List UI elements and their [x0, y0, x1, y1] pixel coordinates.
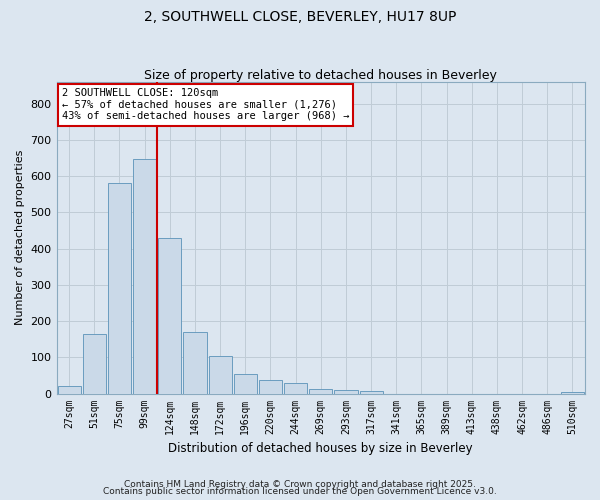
Bar [58, 386, 80, 394]
Bar [309, 389, 332, 394]
X-axis label: Distribution of detached houses by size in Beverley: Distribution of detached houses by size … [169, 442, 473, 455]
Text: Contains HM Land Registry data © Crown copyright and database right 2025.: Contains HM Land Registry data © Crown c… [124, 480, 476, 489]
Bar [133, 159, 156, 394]
Bar [334, 390, 358, 394]
Text: 2, SOUTHWELL CLOSE, BEVERLEY, HU17 8UP: 2, SOUTHWELL CLOSE, BEVERLEY, HU17 8UP [144, 10, 456, 24]
Bar [83, 334, 106, 394]
Bar [359, 391, 383, 394]
Bar [184, 332, 206, 394]
Bar [284, 382, 307, 394]
Y-axis label: Number of detached properties: Number of detached properties [15, 150, 25, 326]
Text: 2 SOUTHWELL CLOSE: 120sqm
← 57% of detached houses are smaller (1,276)
43% of se: 2 SOUTHWELL CLOSE: 120sqm ← 57% of detac… [62, 88, 349, 122]
Bar [209, 356, 232, 394]
Bar [561, 392, 584, 394]
Bar [158, 238, 181, 394]
Title: Size of property relative to detached houses in Beverley: Size of property relative to detached ho… [145, 69, 497, 82]
Text: Contains public sector information licensed under the Open Government Licence v3: Contains public sector information licen… [103, 488, 497, 496]
Bar [259, 380, 282, 394]
Bar [108, 184, 131, 394]
Bar [234, 374, 257, 394]
